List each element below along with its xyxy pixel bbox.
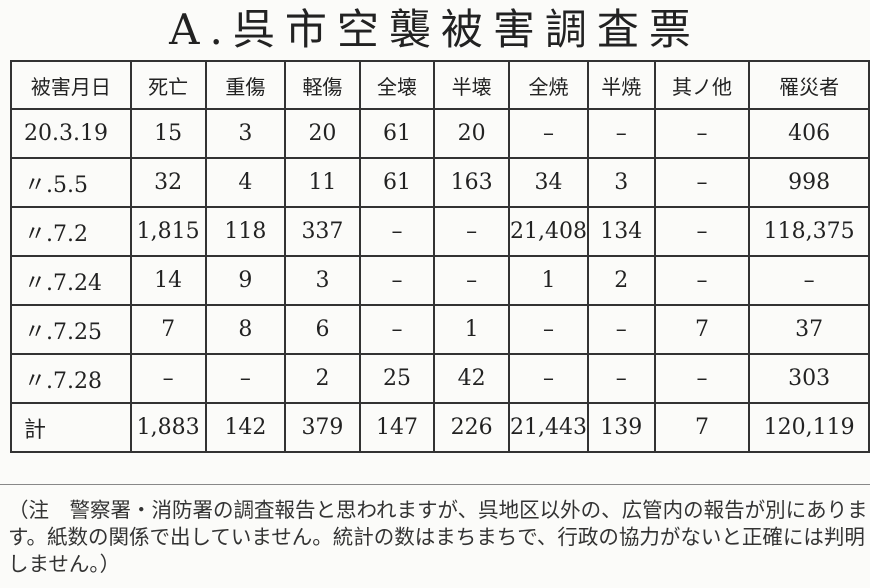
column-header: 軽傷 (284, 60, 361, 110)
value-cell: – (586, 353, 656, 404)
value-cell: 3 (284, 255, 361, 306)
value-cell: 998 (748, 157, 870, 208)
column-header: 全壊 (358, 60, 436, 110)
column-header: 全焼 (507, 60, 589, 110)
value-cell: – (653, 108, 751, 159)
value-cell: 8 (204, 304, 287, 355)
value-cell: 21,443 (507, 402, 589, 453)
table-row: 〃.7.24 14 9 3– –1 2– – (10, 255, 870, 306)
value-cell: – (129, 353, 207, 404)
value-cell: – (358, 304, 436, 355)
value-cell: 337 (284, 206, 361, 257)
value-cell: 406 (748, 108, 870, 159)
value-cell: 11 (284, 157, 361, 208)
date-cell: 計 (10, 402, 132, 453)
table-row: 〃.7.25 7 8 6–1– –7 37 (10, 304, 870, 355)
column-header: 被害月日 (10, 60, 132, 110)
value-cell: 21,408 (507, 206, 589, 257)
divider (0, 484, 870, 485)
column-header: 其ノ他 (653, 60, 751, 110)
value-cell: 61 (358, 108, 436, 159)
date-cell: 〃.7.24 (10, 255, 132, 306)
value-cell: 142 (204, 402, 287, 453)
document-title: A.呉市空襲被害調査票 (169, 5, 701, 54)
value-cell: 20 (433, 108, 510, 159)
value-cell: 32 (129, 157, 207, 208)
value-cell: 61 (358, 157, 436, 208)
value-cell: 7 (653, 402, 751, 453)
value-cell: 4 (204, 157, 287, 208)
value-cell: – (507, 304, 589, 355)
value-cell: 163 (433, 157, 510, 208)
value-cell: – (358, 255, 436, 306)
value-cell: 147 (358, 402, 436, 453)
value-cell: 120,119 (748, 402, 870, 453)
column-header: 罹災者 (748, 60, 870, 110)
value-cell: 37 (748, 304, 870, 355)
value-cell: – (507, 353, 589, 404)
value-cell: 25 (358, 353, 436, 404)
value-cell: 20 (284, 108, 361, 159)
value-cell: 379 (284, 402, 361, 453)
table-row: 20.3.19 15 3 20 61 20– – –406 (10, 108, 870, 159)
value-cell: 7 (129, 304, 207, 355)
table-row: 計 1,883 142 379 147 226 21,443 139 7 120,119 (10, 402, 870, 453)
value-cell: – (204, 353, 287, 404)
value-cell: – (586, 304, 656, 355)
value-cell: 1,815 (129, 206, 207, 257)
table-row: 〃.7.28– –2 25 42– – –303 (10, 353, 870, 404)
column-header: 死亡 (129, 60, 207, 110)
value-cell: – (653, 157, 751, 208)
value-cell: 303 (748, 353, 870, 404)
value-cell: 14 (129, 255, 207, 306)
value-cell: 1 (507, 255, 589, 306)
date-cell: 〃.7.28 (10, 353, 132, 404)
value-cell: – (653, 255, 751, 306)
column-header: 半焼 (586, 60, 656, 110)
value-cell: 118 (204, 206, 287, 257)
value-cell: 118,375 (748, 206, 870, 257)
column-header: 重傷 (204, 60, 287, 110)
value-cell: 15 (129, 108, 207, 159)
value-cell: 134 (586, 206, 656, 257)
value-cell: 226 (433, 402, 510, 453)
value-cell: – (653, 206, 751, 257)
date-cell: 20.3.19 (10, 108, 132, 159)
date-cell: 〃.7.25 (10, 304, 132, 355)
value-cell: 42 (433, 353, 510, 404)
value-cell: 3 (586, 157, 656, 208)
value-cell: 9 (204, 255, 287, 306)
value-cell: – (358, 206, 436, 257)
table-row: 〃.7.2 1,815 118 337– –21,408 134–118,375 (10, 206, 870, 257)
date-cell: 〃.7.2 (10, 206, 132, 257)
value-cell: – (433, 255, 510, 306)
value-cell: – (586, 108, 656, 159)
value-cell: 1,883 (129, 402, 207, 453)
value-cell: 139 (586, 402, 656, 453)
table-row: 〃.5.5 32 4 11 61 163 34 3–998 (10, 157, 870, 208)
value-cell: – (433, 206, 510, 257)
value-cell: 2 (284, 353, 361, 404)
damage-table: 被害月日 死亡 重傷 軽傷 全壊 半壊 全焼 半焼 其ノ他 罹災者 20.3.19 15 3 20 61 20… (10, 60, 870, 453)
value-cell: – (507, 108, 589, 159)
value-cell: 6 (284, 304, 361, 355)
value-cell: 3 (204, 108, 287, 159)
value-cell: – (653, 353, 751, 404)
value-cell: 2 (586, 255, 656, 306)
header-row: 被害月日 死亡 重傷 軽傷 全壊 半壊 全焼 半焼 其ノ他 罹災者 (10, 60, 870, 110)
value-cell: – (748, 255, 870, 306)
value-cell: 7 (653, 304, 751, 355)
value-cell: 34 (507, 157, 589, 208)
footnote: （注 警察署・消防署の調査報告と思われますが、呉地区以外の、広管内の報告が別にあ… (8, 498, 868, 576)
value-cell: 1 (433, 304, 510, 355)
column-header: 半壊 (433, 60, 510, 110)
date-cell: 〃.5.5 (10, 157, 132, 208)
